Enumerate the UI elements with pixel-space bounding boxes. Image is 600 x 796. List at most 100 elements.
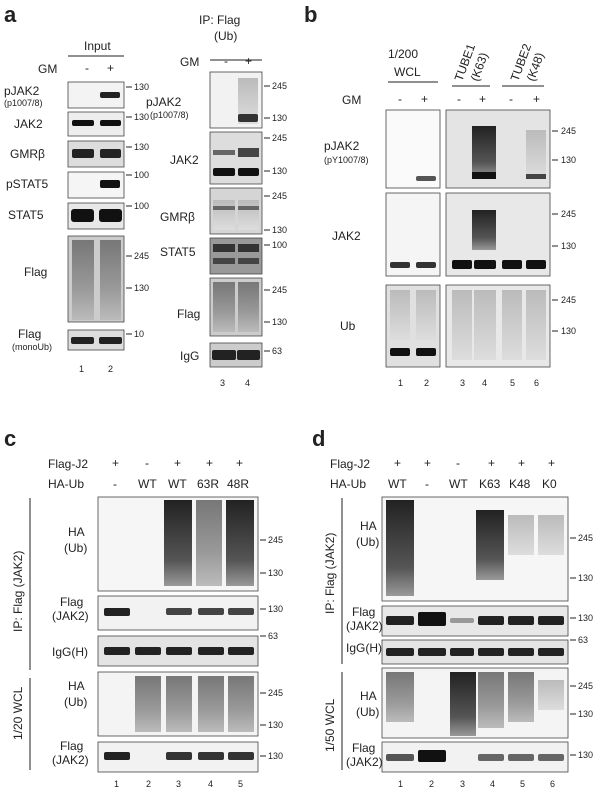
marker-a-r-2b: 130	[272, 225, 287, 235]
gm-b-1: -	[398, 92, 402, 106]
lane-b-6: 6	[534, 378, 539, 388]
row-sub-b-pjak2: (pY1007/8)	[324, 155, 369, 165]
c-wcl-side: 1/20 WCL	[11, 686, 25, 740]
marker-a-l-1: 130	[134, 112, 149, 122]
d-flag-5: +	[518, 456, 525, 470]
lane-b-1: 1	[398, 378, 403, 388]
marker-a-l-5b: 130	[134, 283, 149, 293]
marker-d-2: 63	[578, 635, 588, 645]
lane-b-4: 4	[482, 378, 487, 388]
row-label-gmrb-ar: GMRβ	[160, 210, 195, 224]
c-ha-4: 63R	[197, 477, 219, 491]
d-row-0: HA	[360, 519, 377, 533]
panel-letter-d: d	[312, 426, 325, 451]
c-row-0: HA	[68, 525, 85, 539]
row-label-b-jak2: JAK2	[332, 229, 361, 243]
row-label-flag-ar: Flag	[177, 307, 200, 321]
marker-a-l-3: 100	[134, 170, 149, 180]
marker-a-r-3: 100	[272, 240, 287, 250]
marker-c-0: 245	[268, 535, 283, 545]
row-label-b-ub: Ub	[340, 319, 356, 333]
blot-a-jak2	[67, 111, 125, 137]
wcl-title-1: 1/200	[388, 47, 418, 61]
blot-a-flagmono	[67, 329, 125, 351]
c-row-1-sub: (JAK2)	[52, 609, 89, 623]
lane-d-1: 1	[398, 779, 403, 789]
lane-a-2: 2	[108, 364, 113, 374]
marker-d-0b: 130	[578, 573, 593, 583]
lane-d-4: 4	[490, 779, 495, 789]
marker-c-3b: 130	[268, 720, 283, 730]
d-ha-5: K48	[509, 477, 531, 491]
lane-b-3: 3	[460, 378, 465, 388]
gm-label-b: GM	[342, 93, 361, 107]
lane-d-2: 2	[429, 779, 434, 789]
c-ip-side: IP: Flag (JAK2)	[11, 551, 25, 632]
lane-c-2: 2	[146, 779, 151, 789]
gm-sign-lane1: -	[85, 61, 89, 75]
c-flag-2: -	[145, 456, 149, 470]
marker-c-1: 130	[268, 604, 283, 614]
c-row-2: IgG(H)	[52, 645, 88, 659]
marker-a-r-4b: 130	[272, 317, 287, 327]
blot-c-ha-wcl	[97, 671, 259, 737]
blot-ar-jak2	[209, 131, 263, 185]
row-label-stat5-a: STAT5	[8, 208, 44, 222]
marker-c-4: 130	[268, 751, 283, 761]
gm-b-2: +	[421, 92, 428, 106]
lane-d-5: 5	[520, 779, 525, 789]
row-label-jak2-ar: JAK2	[170, 153, 199, 167]
d-ha-2: -	[425, 477, 429, 491]
d-row-3: HA	[360, 689, 377, 703]
lane-c-3: 3	[176, 779, 181, 789]
c-row-3: HA	[68, 679, 85, 693]
d-ha-3: WT	[449, 477, 468, 491]
blot-b-jak2	[385, 192, 551, 277]
marker-d-1: 130	[578, 613, 593, 623]
lane-b-2: 2	[424, 378, 429, 388]
blot-a-flag	[67, 235, 125, 323]
c-ha-2: WT	[138, 477, 157, 491]
ha-label-c: HA-Ub	[48, 477, 84, 491]
gm-b-5: -	[509, 92, 513, 106]
ha-label-d: HA-Ub	[330, 477, 366, 491]
gm-b-6: +	[533, 92, 540, 106]
blot-a-pstat5	[67, 171, 125, 199]
row-label-igg-ar: IgG	[180, 349, 199, 363]
d-row-2: IgG(H)	[346, 641, 382, 655]
d-flag-6: +	[548, 456, 555, 470]
d-ha-6: K0	[542, 477, 557, 491]
row-sub-flagmono-a: (monoUb)	[12, 342, 52, 352]
gm-label-a-right: GM	[180, 55, 199, 69]
c-row-3-sub: (Ub)	[64, 695, 87, 709]
d-row-4: Flag	[352, 741, 375, 755]
blot-ar-gmrb	[209, 187, 263, 235]
marker-b-1: 245	[561, 209, 576, 219]
lane-a-3: 3	[220, 378, 225, 388]
lane-c-1: 1	[114, 779, 119, 789]
c-row-0-sub: (Ub)	[64, 541, 87, 555]
marker-b-2b: 130	[561, 326, 576, 336]
marker-c-3: 245	[268, 688, 283, 698]
d-flag-2: +	[424, 456, 431, 470]
c-ha-1: -	[113, 477, 117, 491]
blot-a-pjak2	[67, 81, 125, 109]
c-flag-4: +	[206, 456, 213, 470]
blot-a-gmrb	[67, 140, 125, 168]
marker-d-3: 245	[578, 681, 593, 691]
d-row-1: Flag	[352, 605, 375, 619]
blot-b-ub	[385, 284, 551, 368]
flag-label-d: Flag-J2	[330, 457, 370, 471]
blot-d-flag-wcl	[381, 741, 569, 773]
wcl-title-2: WCL	[394, 65, 421, 79]
gm-sign-lane3: -	[224, 54, 228, 68]
marker-a-l-5: 245	[134, 251, 149, 261]
lane-a-1: 1	[79, 364, 84, 374]
marker-a-l-0: 130	[134, 82, 149, 92]
blot-c-ha	[97, 496, 259, 592]
gm-sign-lane4: +	[245, 54, 252, 68]
lane-c-4: 4	[208, 779, 213, 789]
row-label-jak2-a: JAK2	[14, 117, 43, 131]
row-label-flagmono-a: Flag	[18, 327, 41, 341]
